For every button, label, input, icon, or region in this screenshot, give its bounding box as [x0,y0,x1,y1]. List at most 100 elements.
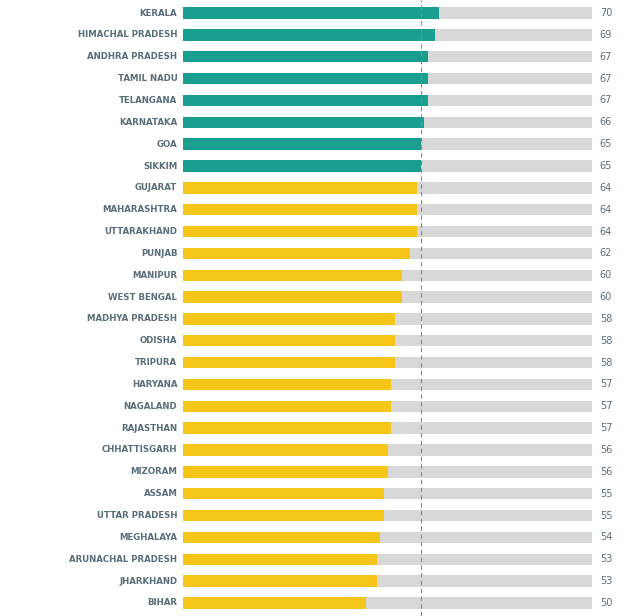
Bar [183,139,421,150]
Text: 69: 69 [599,30,612,40]
Bar [183,226,593,237]
Text: BIHAR: BIHAR [147,598,177,607]
Text: ARUNACHAL PRADESH: ARUNACHAL PRADESH [69,554,177,564]
Bar [183,466,593,477]
Bar [183,554,593,565]
Text: TAMIL NADU: TAMIL NADU [118,74,177,83]
Text: 56: 56 [599,445,612,455]
Bar [183,51,593,62]
Text: ANDHRA PRADESH: ANDHRA PRADESH [87,52,177,62]
Bar [183,248,409,259]
Text: 57: 57 [599,379,612,389]
Text: 60: 60 [599,292,612,302]
Text: 62: 62 [599,248,612,258]
Text: MEGHALAYA: MEGHALAYA [120,533,177,542]
Text: 70: 70 [599,8,612,18]
Bar [183,466,387,477]
Bar [183,444,387,456]
Text: 56: 56 [599,467,612,477]
Bar [183,554,377,565]
Text: 58: 58 [599,336,612,346]
Bar [183,160,593,172]
Text: ASSAM: ASSAM [143,489,177,498]
Bar [183,575,593,586]
Bar [183,51,428,62]
Text: 50: 50 [599,598,612,608]
Bar [183,400,391,412]
Bar [183,423,391,434]
Text: 53: 53 [599,576,612,586]
Bar [183,248,593,259]
Bar [183,379,593,390]
Text: UTTARAKHAND: UTTARAKHAND [104,227,177,236]
Bar [183,598,593,609]
Text: 67: 67 [599,95,612,105]
Bar [183,357,395,368]
Bar [183,510,384,521]
Bar [183,291,593,302]
Bar [183,510,593,521]
Bar [183,270,403,281]
Text: 58: 58 [599,358,612,368]
Bar [183,532,381,543]
Text: 67: 67 [599,52,612,62]
Text: 58: 58 [599,314,612,324]
Text: 65: 65 [599,161,612,171]
Bar [183,182,417,193]
Bar [183,73,428,84]
Text: SIKKIM: SIKKIM [143,161,177,171]
Text: MAHARASHTRA: MAHARASHTRA [103,205,177,214]
Bar [183,488,384,500]
Bar [183,226,417,237]
Bar [183,95,428,106]
Text: 60: 60 [599,270,612,280]
Bar [183,575,377,586]
Bar [183,204,417,216]
Bar [183,116,593,128]
Bar [183,488,593,500]
Text: 67: 67 [599,74,612,84]
Text: CHHATTISGARH: CHHATTISGARH [102,445,177,455]
Text: TRIPURA: TRIPURA [135,358,177,367]
Bar [183,116,424,128]
Text: MANIPUR: MANIPUR [132,271,177,280]
Text: NAGALAND: NAGALAND [124,402,177,411]
Text: KARNATAKA: KARNATAKA [119,118,177,127]
Text: MIZORAM: MIZORAM [130,468,177,476]
Text: 57: 57 [599,401,612,411]
Bar [183,270,593,281]
Bar [183,204,593,216]
Bar [183,95,593,106]
Text: KERALA: KERALA [140,9,177,18]
Text: ODISHA: ODISHA [140,336,177,345]
Bar [183,291,403,302]
Bar [183,314,593,325]
Text: 54: 54 [599,532,612,542]
Text: TELANGANA: TELANGANA [119,96,177,105]
Text: 64: 64 [599,183,612,193]
Bar [183,182,593,193]
Bar [183,357,593,368]
Text: UTTAR PRADESH: UTTAR PRADESH [97,511,177,520]
Bar [183,423,593,434]
Bar [183,314,395,325]
Text: JHARKHAND: JHARKHAND [120,577,177,586]
Text: WEST BENGAL: WEST BENGAL [108,293,177,302]
Text: GUJARAT: GUJARAT [135,184,177,192]
Text: MADHYA PRADESH: MADHYA PRADESH [87,314,177,323]
Bar [183,400,593,412]
Text: RAJASTHAN: RAJASTHAN [121,424,177,432]
Text: GOA: GOA [157,140,177,148]
Text: 55: 55 [599,488,612,499]
Text: 64: 64 [599,205,612,215]
Bar [183,444,593,456]
Bar [183,598,365,609]
Bar [183,160,421,172]
Bar [183,379,391,390]
Text: HARYANA: HARYANA [132,380,177,389]
Bar [183,139,593,150]
Bar [183,532,593,543]
Bar [183,73,593,84]
Bar [183,7,439,18]
Text: 65: 65 [599,139,612,149]
